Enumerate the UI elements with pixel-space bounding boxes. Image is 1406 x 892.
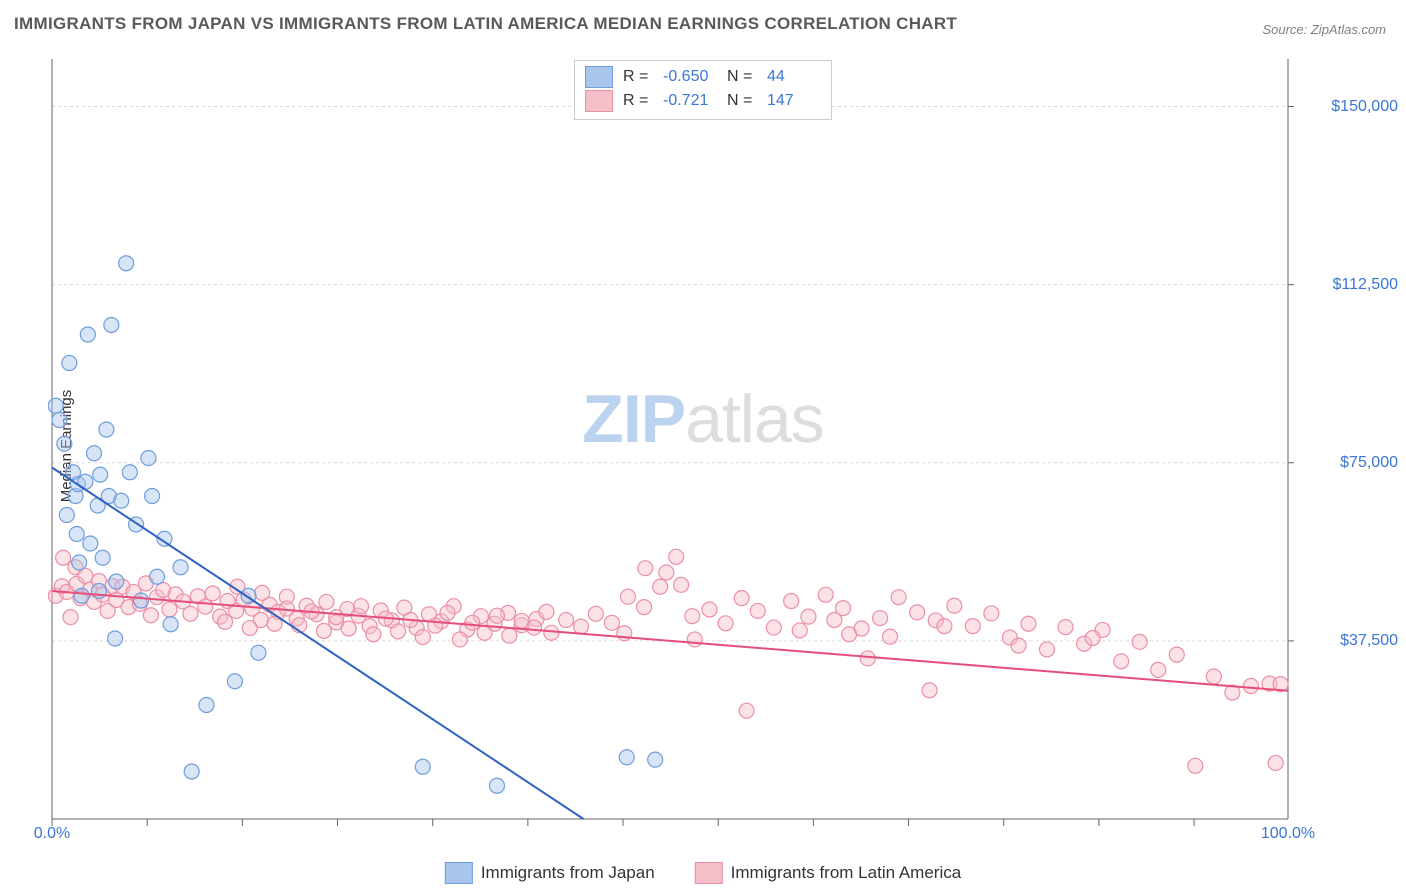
legend-swatch <box>445 862 473 884</box>
legend-row: R = -0.721 N = 147 <box>585 89 821 113</box>
legend-r-label: R = <box>623 92 653 110</box>
legend-item: Immigrants from Latin America <box>695 862 962 884</box>
series-b <box>48 549 1288 773</box>
source-label: Source: ZipAtlas.com <box>1262 22 1386 37</box>
trend-a <box>52 468 583 820</box>
legend-n-value: 44 <box>767 68 821 86</box>
x-tick-label: 100.0% <box>1261 825 1315 843</box>
legend-r-label: R = <box>623 68 653 86</box>
legend-n-label: N = <box>727 68 757 86</box>
legend-swatch <box>585 90 613 112</box>
legend-series-label: Immigrants from Latin America <box>731 863 962 883</box>
legend-r-value: -0.721 <box>663 92 717 110</box>
legend-swatch <box>585 66 613 88</box>
legend-series-label: Immigrants from Japan <box>481 863 655 883</box>
y-tick-label: $112,500 <box>1332 276 1398 294</box>
chart-title: IMMIGRANTS FROM JAPAN VS IMMIGRANTS FROM… <box>14 14 957 34</box>
series-legend: Immigrants from Japan Immigrants from Lat… <box>445 862 961 884</box>
legend-n-value: 147 <box>767 92 821 110</box>
legend-swatch <box>695 862 723 884</box>
legend-n-label: N = <box>727 92 757 110</box>
y-tick-label: $150,000 <box>1331 98 1398 116</box>
legend-row: R = -0.650 N = 44 <box>585 65 821 89</box>
legend-item: Immigrants from Japan <box>445 862 655 884</box>
scatter-plot <box>48 55 1348 845</box>
x-tick-label: 0.0% <box>34 825 70 843</box>
series-a <box>48 256 662 794</box>
legend-r-value: -0.650 <box>663 68 717 86</box>
y-tick-label: $37,500 <box>1340 632 1398 650</box>
correlation-legend: R = -0.650 N = 44 R = -0.721 N = 147 <box>574 60 832 120</box>
y-tick-label: $75,000 <box>1340 454 1398 472</box>
